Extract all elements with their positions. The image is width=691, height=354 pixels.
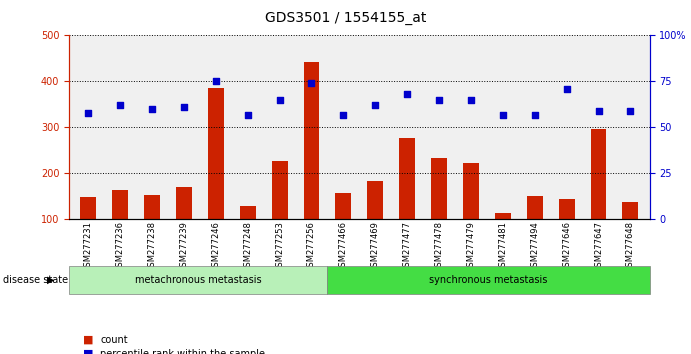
- Text: ▶: ▶: [47, 275, 55, 285]
- Point: [529, 112, 540, 118]
- Point: [433, 97, 444, 103]
- Text: percentile rank within the sample: percentile rank within the sample: [100, 349, 265, 354]
- Point: [498, 112, 509, 118]
- Bar: [176, 187, 192, 219]
- Bar: [144, 195, 160, 219]
- Bar: [527, 196, 542, 219]
- Point: [625, 108, 636, 114]
- Bar: [431, 158, 447, 219]
- Point: [146, 106, 158, 112]
- Point: [401, 91, 413, 97]
- Text: metachronous metastasis: metachronous metastasis: [135, 275, 261, 285]
- Text: ■: ■: [83, 349, 93, 354]
- Bar: [623, 202, 638, 219]
- Point: [115, 103, 126, 108]
- Text: ■: ■: [83, 335, 93, 345]
- Bar: [335, 193, 351, 219]
- Point: [210, 79, 221, 84]
- Point: [178, 104, 189, 110]
- Text: disease state: disease state: [3, 275, 68, 285]
- Bar: [399, 138, 415, 219]
- Bar: [591, 129, 607, 219]
- Point: [306, 80, 317, 86]
- Point: [83, 110, 94, 115]
- Bar: [112, 190, 128, 219]
- Bar: [272, 161, 287, 219]
- Text: count: count: [100, 335, 128, 345]
- Point: [370, 103, 381, 108]
- Point: [561, 86, 572, 92]
- Bar: [558, 199, 575, 219]
- Bar: [240, 206, 256, 219]
- Bar: [80, 198, 96, 219]
- Bar: [495, 212, 511, 219]
- Bar: [463, 163, 479, 219]
- Bar: [368, 181, 384, 219]
- Point: [338, 112, 349, 118]
- Text: synchronous metastasis: synchronous metastasis: [429, 275, 547, 285]
- Point: [274, 97, 285, 103]
- Point: [593, 108, 604, 114]
- Point: [242, 112, 253, 118]
- Bar: [303, 62, 319, 219]
- Text: GDS3501 / 1554155_at: GDS3501 / 1554155_at: [265, 11, 426, 25]
- Bar: [208, 88, 224, 219]
- Point: [466, 97, 477, 103]
